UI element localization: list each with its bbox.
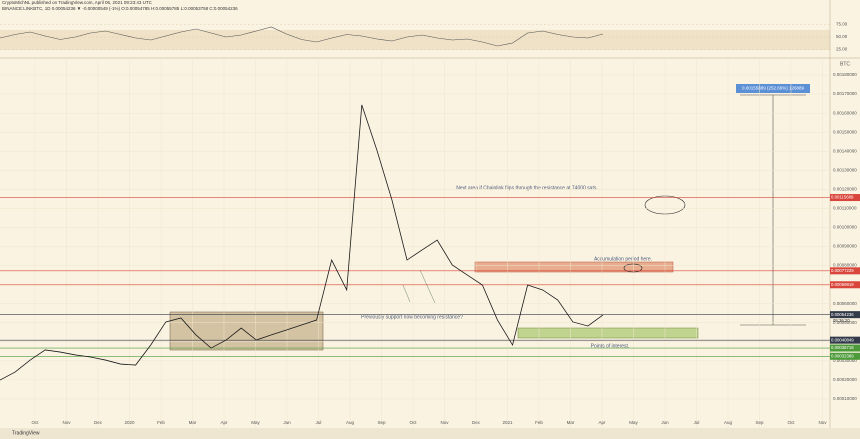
annotation: Previously support now becoming resistan… — [361, 314, 463, 320]
y-tick-label: 0.00180000 — [833, 72, 857, 77]
x-tick-label: Mar — [567, 420, 575, 425]
y-tick-label: 0.00030000 — [833, 358, 857, 363]
y-tick-label: 0.00090000 — [833, 244, 857, 249]
x-tick-label: Jul — [694, 420, 700, 425]
x-tick-label: May — [629, 420, 638, 425]
x-tick-label: Apr — [220, 420, 228, 425]
x-tick-label: Sep — [755, 420, 764, 425]
x-tick-label: Oct — [787, 420, 795, 425]
y-tick-label: 0.00160000 — [833, 110, 857, 115]
x-tick-label: Nov — [62, 420, 71, 425]
x-tick-label: 2020 — [124, 420, 135, 425]
level-badge — [830, 267, 860, 275]
footer — [0, 428, 860, 439]
x-tick-label: Jun — [661, 420, 669, 425]
y-tick-label: 0.00170000 — [833, 91, 857, 96]
zone-ellipse — [623, 263, 643, 273]
x-tick-label: Jun — [283, 420, 291, 425]
price-line — [0, 104, 604, 381]
accumulation-box — [169, 311, 324, 351]
level-badge — [830, 311, 860, 319]
y-unit: BTC — [840, 61, 850, 67]
rsi-tick-label: 75.00 — [836, 22, 848, 27]
arrow — [419, 269, 436, 304]
x-tick-label: Feb — [535, 420, 543, 425]
level-label: 0.00040849 — [831, 337, 854, 342]
level-label: 0.00115689 — [831, 195, 854, 200]
header-author: CryptoMichNL published on TradingView.co… — [2, 0, 153, 5]
y-tick-label: 0.00150000 — [833, 129, 857, 134]
rsi-tick-label: 50.00 — [836, 34, 848, 39]
brand: TradingView — [12, 430, 40, 436]
level-label: 0.00032389 — [831, 353, 854, 358]
x-tick-label: Sep — [377, 420, 386, 425]
x-tick-label: Mar — [189, 420, 197, 425]
y-tick-label: 0.00080000 — [833, 263, 857, 268]
level-label: 0.00077229 — [831, 268, 854, 273]
y-tick-label: 0.00010000 — [833, 396, 857, 401]
x-tick-label: Nov — [440, 420, 449, 425]
x-tick-label: 2021 — [502, 420, 513, 425]
rsi-line — [0, 26, 604, 47]
y-tick-label: 0.00060000 — [833, 301, 857, 306]
y-tick-label: 0.00020000 — [833, 377, 857, 382]
arrow — [402, 284, 411, 303]
y-tick-label: 0.00050000 — [833, 320, 857, 325]
y-tick-label: 0.00130000 — [833, 167, 857, 172]
x-tick-label: Nov — [818, 420, 827, 425]
price-timer: 05:36:20 — [833, 318, 850, 323]
level-badge — [830, 194, 860, 202]
y-tick-label: 0.00100000 — [833, 225, 857, 230]
y-tick-label: 0.00110000 — [833, 206, 857, 211]
support-box — [517, 327, 699, 339]
x-tick-label: May — [251, 420, 260, 425]
level-label: 0.00054236 — [831, 312, 854, 317]
rsi-band — [0, 30, 830, 50]
rsi-tick-label: 25.00 — [836, 47, 848, 52]
x-tick-label: Aug — [346, 420, 355, 425]
annotation: Accumulation period here. — [594, 256, 652, 262]
resistance-box — [474, 261, 674, 273]
annotation: Points of interest. — [591, 343, 630, 349]
measure-box — [736, 84, 810, 93]
x-tick-label: Aug — [724, 420, 733, 425]
level-badge — [830, 336, 860, 344]
y-tick-label: 0.00120000 — [833, 187, 857, 192]
x-tick-label: Feb — [157, 420, 165, 425]
level-badge — [830, 281, 860, 289]
x-tick-label: Dec — [472, 420, 481, 425]
annotation: Next area if Chainlink flips through the… — [456, 185, 597, 191]
y-tick-label: 0.00140000 — [833, 148, 857, 153]
x-tick-label: Jul — [316, 420, 322, 425]
level-label: 0.00069919 — [831, 282, 854, 287]
x-tick-label: Apr — [598, 420, 606, 425]
x-tick-label: Oct — [31, 420, 39, 425]
level-label: 0.00036718 — [831, 345, 854, 350]
x-tick-label: Dec — [94, 420, 103, 425]
level-badge — [830, 344, 860, 352]
level-badge — [830, 352, 860, 360]
x-tick-label: Oct — [409, 420, 417, 425]
measure-label: 0.00155889 (252.66%) 126889 — [742, 86, 805, 91]
header-symbol: BINANCE:LINKBTC, 1D 0.00054236 ▼ -0.0000… — [2, 6, 238, 11]
